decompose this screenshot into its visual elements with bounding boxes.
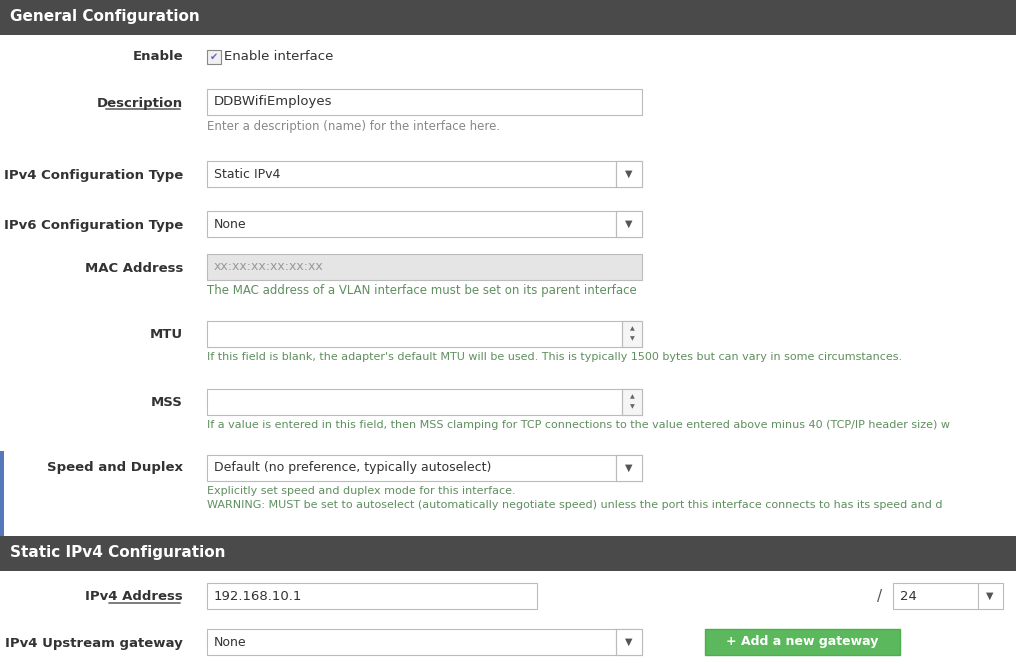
FancyBboxPatch shape (616, 455, 642, 481)
FancyBboxPatch shape (893, 583, 1003, 609)
Text: DDBWifiEmployes: DDBWifiEmployes (214, 96, 332, 108)
Text: /: / (878, 588, 883, 604)
Text: MTU: MTU (150, 327, 183, 341)
Text: ▲: ▲ (630, 394, 634, 399)
Text: Default (no preference, typically autoselect): Default (no preference, typically autose… (214, 461, 492, 475)
FancyBboxPatch shape (207, 389, 642, 415)
Text: Static IPv4: Static IPv4 (214, 167, 280, 181)
Text: Static IPv4 Configuration: Static IPv4 Configuration (10, 546, 226, 560)
Text: xx:xx:xx:xx:xx:xx: xx:xx:xx:xx:xx:xx (214, 260, 324, 274)
Text: + Add a new gateway: + Add a new gateway (726, 635, 879, 649)
FancyBboxPatch shape (0, 536, 1016, 571)
Text: MAC Address: MAC Address (84, 262, 183, 274)
Text: If this field is blank, the adapter's default MTU will be used. This is typicall: If this field is blank, the adapter's de… (207, 352, 902, 362)
FancyBboxPatch shape (207, 321, 642, 347)
FancyBboxPatch shape (207, 161, 642, 187)
Text: MSS: MSS (151, 396, 183, 408)
Text: ▲: ▲ (630, 326, 634, 331)
Text: ▼: ▼ (987, 591, 994, 601)
Text: ▼: ▼ (630, 404, 634, 410)
Text: IPv4 Address: IPv4 Address (85, 590, 183, 604)
Text: None: None (214, 635, 247, 649)
Text: Enter a description (name) for the interface here.: Enter a description (name) for the inter… (207, 120, 500, 133)
FancyBboxPatch shape (207, 583, 537, 609)
FancyBboxPatch shape (207, 455, 642, 481)
Text: IPv4 Upstream gateway: IPv4 Upstream gateway (5, 637, 183, 649)
FancyBboxPatch shape (207, 211, 642, 237)
Text: Description: Description (97, 96, 183, 110)
FancyBboxPatch shape (207, 89, 642, 115)
Text: ✔: ✔ (210, 52, 218, 62)
Text: Explicitly set speed and duplex mode for this interface.: Explicitly set speed and duplex mode for… (207, 486, 516, 496)
Text: The MAC address of a VLAN interface must be set on its parent interface: The MAC address of a VLAN interface must… (207, 284, 637, 297)
Text: ▼: ▼ (625, 169, 633, 179)
FancyBboxPatch shape (207, 50, 221, 64)
FancyBboxPatch shape (616, 161, 642, 187)
FancyBboxPatch shape (0, 0, 1016, 35)
FancyBboxPatch shape (622, 321, 642, 347)
Text: 192.168.10.1: 192.168.10.1 (214, 590, 303, 602)
Text: ▼: ▼ (630, 337, 634, 342)
Text: Enable: Enable (132, 50, 183, 64)
FancyBboxPatch shape (616, 211, 642, 237)
Text: ▼: ▼ (625, 463, 633, 473)
Text: Speed and Duplex: Speed and Duplex (47, 461, 183, 475)
Text: IPv4 Configuration Type: IPv4 Configuration Type (4, 169, 183, 181)
FancyBboxPatch shape (207, 629, 642, 655)
Text: None: None (214, 218, 247, 230)
FancyBboxPatch shape (622, 389, 642, 415)
FancyBboxPatch shape (207, 254, 642, 280)
Text: If a value is entered in this field, then MSS clamping for TCP connections to th: If a value is entered in this field, the… (207, 420, 950, 430)
Text: 24: 24 (900, 590, 916, 602)
Text: IPv6 Configuration Type: IPv6 Configuration Type (4, 218, 183, 232)
Text: WARNING: MUST be set to autoselect (automatically negotiate speed) unless the po: WARNING: MUST be set to autoselect (auto… (207, 500, 943, 510)
Text: General Configuration: General Configuration (10, 9, 200, 25)
FancyBboxPatch shape (616, 629, 642, 655)
Text: ▼: ▼ (625, 219, 633, 229)
Text: ▼: ▼ (625, 637, 633, 647)
Text: Enable interface: Enable interface (224, 50, 333, 64)
FancyBboxPatch shape (0, 451, 4, 536)
FancyBboxPatch shape (705, 629, 900, 655)
